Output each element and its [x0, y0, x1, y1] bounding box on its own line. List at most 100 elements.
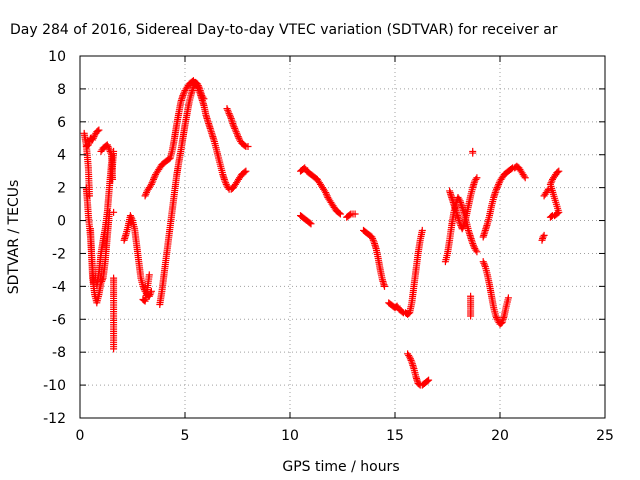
data-point: [103, 141, 111, 149]
data-point: [200, 95, 208, 103]
y-tick-label: 8: [57, 82, 66, 98]
data-point: [459, 223, 467, 231]
data-point: [307, 220, 315, 228]
series-arc-d3: [469, 147, 477, 157]
data-point: [479, 258, 487, 266]
data-point: [322, 190, 330, 198]
data-point: [221, 177, 229, 185]
data-point: [469, 241, 477, 249]
data-point: [335, 209, 343, 217]
y-tick-label: 2: [57, 181, 66, 197]
data-point: [547, 179, 555, 187]
data-point: [492, 312, 500, 320]
y-tick-label: -4: [52, 279, 66, 295]
data-point: [146, 291, 154, 299]
data-point: [425, 376, 433, 384]
series-arc-a5: [97, 141, 118, 353]
data-point: [89, 136, 97, 144]
data-point: [150, 175, 157, 183]
series-arc-c2: [297, 212, 315, 228]
data-point: [142, 190, 150, 198]
data-point: [539, 233, 547, 241]
y-tick-label: -8: [52, 345, 66, 361]
data-point: [369, 235, 377, 243]
series-arc-e1: [479, 162, 529, 241]
data-point: [554, 168, 562, 176]
data-point: [107, 149, 115, 157]
data-point: [494, 182, 502, 190]
data-point: [98, 276, 106, 284]
data-point: [381, 282, 388, 290]
data-point: [555, 167, 563, 175]
data-point: [472, 246, 480, 254]
data-point: [472, 175, 480, 183]
data-point: [493, 184, 501, 192]
data-point: [547, 212, 555, 220]
data-point: [467, 312, 475, 320]
chart-title: Day 284 of 2016, Sidereal Day-to-day VTE…: [10, 22, 558, 38]
data-point: [227, 113, 234, 121]
data-point: [126, 212, 134, 220]
data-point: [195, 83, 203, 91]
data-point: [418, 226, 426, 234]
data-point: [230, 123, 238, 131]
data-point: [336, 210, 344, 218]
series-arc-b4: [156, 78, 208, 308]
data-point: [458, 225, 466, 233]
tick-labels: 0 5 10 15 20 25 -12 -10 -8 -6 -4 -2 0 2 4 6 8 10: [43, 49, 614, 444]
series-arc-b1: [120, 212, 155, 300]
data-point: [492, 187, 500, 195]
data-point: [226, 111, 234, 119]
data-point: [469, 149, 477, 157]
data-point: [222, 179, 230, 187]
data-point: [406, 353, 414, 361]
x-tick-label: 5: [181, 428, 190, 444]
series-arc-f2: [546, 167, 563, 221]
series-arc-e2: [479, 258, 512, 328]
grid: [80, 56, 605, 418]
data-point: [234, 131, 241, 139]
plot-frame: [79, 55, 606, 419]
series-arc-b2: [139, 271, 153, 305]
y-tick-label: 0: [57, 214, 66, 230]
data-point: [110, 345, 118, 353]
data-point: [369, 236, 377, 244]
data-point: [493, 185, 500, 193]
data-point: [224, 108, 232, 116]
data-point: [127, 213, 135, 221]
series-arc-c1: [297, 164, 344, 218]
data-point: [145, 271, 153, 279]
x-tick-label: 15: [386, 428, 404, 444]
data-point: [306, 219, 314, 227]
data-point: [351, 210, 359, 218]
data-point: [232, 128, 240, 136]
data-point: [407, 356, 415, 364]
data-point: [241, 168, 249, 176]
y-axis-title: SDTVAR / TECUs: [6, 180, 22, 295]
data-point: [105, 144, 113, 152]
axis-ticks: [79, 55, 606, 419]
data-point: [346, 211, 354, 219]
series-arc-c6: [404, 350, 433, 389]
data-point: [224, 106, 232, 114]
series-arc-c5: [385, 226, 426, 318]
data-point: [546, 180, 554, 188]
series-arc-d4: [467, 292, 475, 320]
data-point: [460, 221, 468, 229]
y-tick-label: 10: [48, 49, 66, 65]
data-point: [95, 126, 103, 134]
data-point: [106, 147, 114, 155]
data-point: [105, 146, 113, 154]
data-point: [493, 314, 500, 322]
data-point: [234, 133, 242, 141]
y-tick-label: 6: [57, 115, 66, 131]
data-point: [233, 129, 241, 137]
data-point: [508, 165, 516, 173]
data-point: [199, 93, 207, 101]
data-point: [150, 174, 158, 182]
series-layer: [80, 77, 563, 389]
data-point: [481, 261, 489, 269]
series-arc-c4: [360, 226, 388, 290]
data-point: [398, 308, 406, 316]
